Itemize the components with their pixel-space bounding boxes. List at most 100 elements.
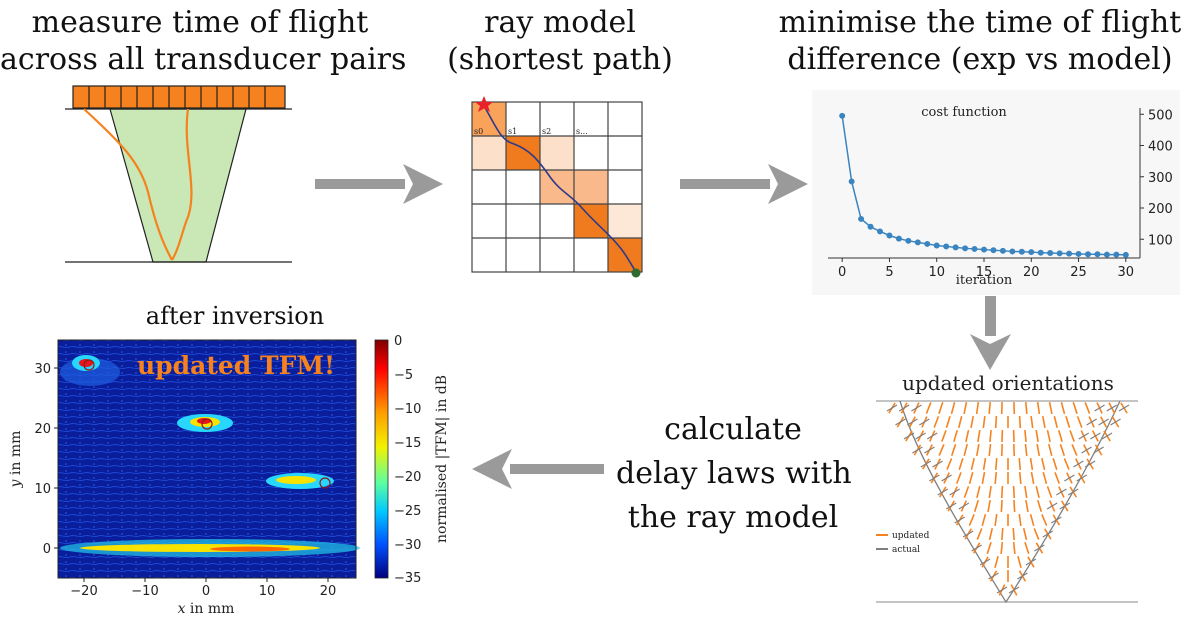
cost-function-chart: cost function iteration 0 5 10 15 20 25 30 100 2… <box>812 90 1180 295</box>
updated-orientation-glyph <box>925 402 932 414</box>
actual-orientation-glyph <box>1050 516 1062 524</box>
actual-orientation-glyph <box>1056 488 1067 496</box>
cost-point <box>981 246 987 253</box>
tfm-defect-1-core <box>79 359 93 367</box>
updated-orientation-glyph <box>981 514 987 526</box>
updated-orientation-glyph <box>1013 499 1016 513</box>
cell-1-1 <box>506 136 540 170</box>
chart-x-tick-label: 15 <box>976 265 993 280</box>
cost-point <box>848 178 855 185</box>
actual-orientation-glyph <box>1076 474 1088 482</box>
cell-0-0 <box>472 102 506 136</box>
cost-point <box>1122 251 1129 258</box>
cost-point <box>877 228 883 235</box>
actual-orientation-glyph <box>903 432 915 440</box>
actual-orientation-glyph <box>945 502 957 510</box>
updated-orientation-glyph <box>994 513 998 527</box>
actual-orientation-glyph <box>1101 432 1113 440</box>
cell-3-2 <box>574 170 608 204</box>
chart-x-tick-label: 25 <box>1070 265 1087 280</box>
tfm-frame <box>57 339 357 579</box>
tfm-x-tick-0: −20 <box>70 584 97 599</box>
ray-path-2 <box>171 108 193 261</box>
ray-model-grid: s0 s1 s2 s... <box>466 96 652 286</box>
tfm-y-tick-1: 20 <box>34 422 51 437</box>
chart-y-tick-label: 500 <box>1148 108 1173 123</box>
updated-orientation-glyph <box>956 472 962 484</box>
cost-point <box>1028 249 1035 256</box>
updated-orientation-glyph <box>1030 415 1034 429</box>
tfm-defect-2-marker <box>201 418 213 430</box>
tfm-panel: updated TFM! −20 −10 0 10 20 30 20 10 0 … <box>8 334 450 617</box>
tfm-x-tick-2: 0 <box>202 584 210 599</box>
updated-orientation-glyph <box>970 415 975 429</box>
tfm-xlabel: x in mm <box>178 601 235 617</box>
updated-orientation-glyph <box>1017 555 1022 569</box>
updated-orientation-glyph <box>1036 443 1041 457</box>
actual-orientation-glyph <box>979 558 991 566</box>
cost-point <box>924 240 931 247</box>
updated-orientation-glyph <box>941 430 947 442</box>
updated-orientation-glyph <box>1041 415 1046 429</box>
arrow-right-1 <box>315 164 443 204</box>
updated-orientation-glyph <box>982 415 986 429</box>
updated-orientation-glyph <box>994 415 998 429</box>
ray-model-caption-line-2: (shortest path) <box>447 42 673 77</box>
actual-orientation-glyph <box>954 516 966 524</box>
updated-orientation-glyph <box>986 542 992 554</box>
updated-orientation-glyph <box>1012 485 1016 499</box>
cost-point <box>895 235 902 242</box>
actual-orientation-glyph <box>1046 502 1058 510</box>
actual-orientation-glyph <box>912 446 923 454</box>
chart-y-tick-label: 100 <box>1148 233 1173 248</box>
ray-model-caption: ray model (shortest path) <box>410 4 710 78</box>
actual-orientation-glyph <box>920 460 932 468</box>
actual-orientation-glyph <box>941 474 952 482</box>
cost-point <box>905 237 912 244</box>
chart-y-tick-label: 400 <box>1148 140 1173 155</box>
updated-orientation-glyph <box>1022 527 1028 541</box>
measure-caption-line-2: across all transducer pairs <box>0 42 407 77</box>
cost-point <box>952 244 959 251</box>
updated-orientation-glyph <box>1052 458 1058 470</box>
updated-orientation-glyph <box>1025 401 1028 415</box>
actual-orientation-glyph <box>1064 474 1075 482</box>
updated-orientation-glyph <box>933 416 940 428</box>
updated-orientation-glyph <box>945 416 951 428</box>
grid-label-s1: s1 <box>508 127 517 136</box>
legend-updated-label: updated <box>892 531 930 541</box>
actual-orientation-glyph <box>1110 418 1121 426</box>
actual-orientation-glyph <box>1106 404 1118 412</box>
transducer-array <box>72 85 286 109</box>
updated-orientation-glyph <box>965 429 970 443</box>
updated-orientation-glyph <box>1012 541 1016 555</box>
cost-point <box>1047 250 1054 256</box>
cost-point <box>962 245 969 252</box>
colorbar-label: normalised |TFM| in dB <box>434 375 450 543</box>
actual-orientation-glyph <box>996 586 1008 594</box>
tfm-x-tick-3: 10 <box>259 584 276 599</box>
ray-path-1 <box>83 108 173 261</box>
updated-orientation-glyph <box>995 457 998 471</box>
actual-orientation-glyph <box>1084 460 1096 468</box>
updated-orientation-glyph <box>963 486 970 498</box>
updated-orientation-glyph <box>973 500 980 512</box>
colorbar-tick-5: −25 <box>394 504 421 519</box>
tfm-ylabel: y in mm <box>8 431 24 489</box>
updated-orientation-glyph <box>987 499 991 513</box>
updated-orientation-glyph <box>988 485 992 499</box>
orientations-title: updated orientations <box>902 371 1114 395</box>
tfm-x-tick-1: −10 <box>131 584 158 599</box>
updated-orientation-glyph <box>1076 416 1083 428</box>
tfm-y-ticks: 30 20 10 0 <box>34 362 58 557</box>
cost-point <box>1113 251 1120 258</box>
inspection-zone <box>109 108 247 263</box>
actual-orientation-glyph <box>1067 488 1079 496</box>
actual-orientation-glyph <box>1081 446 1092 454</box>
updated-orientation-glyph <box>976 528 983 540</box>
updated-orientation-glyph <box>950 401 956 415</box>
actual-orientation-glyph <box>1086 418 1097 426</box>
cost-point <box>867 223 874 230</box>
tfm-x-tick-4: 20 <box>320 584 337 599</box>
chart-x-tick-label: 10 <box>928 265 945 280</box>
